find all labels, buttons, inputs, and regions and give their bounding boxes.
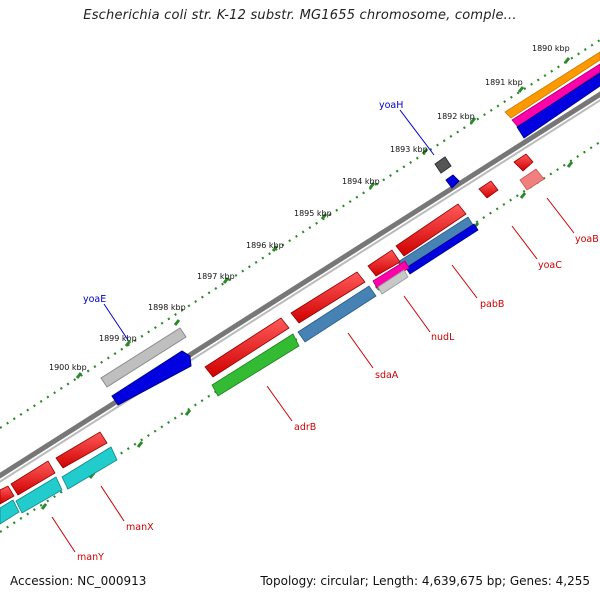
feature-band-blue[interactable]: [516, 72, 600, 139]
gene-label-adrB[interactable]: adrB: [294, 422, 316, 433]
feature-yoaE-gray[interactable]: [100, 327, 187, 388]
feature-pabB-red[interactable]: [395, 203, 467, 257]
feature-yoaE-blue[interactable]: [111, 350, 192, 406]
feature-manX-cyan[interactable]: [61, 446, 118, 490]
accession-text: Accession: NC_000913: [10, 574, 147, 588]
feature-manX-red[interactable]: [55, 431, 108, 469]
gene-label-yoaB[interactable]: yoaB: [575, 234, 599, 245]
feature-band-orange[interactable]: [504, 51, 600, 119]
ruler-label-1891: 1891 kbp: [485, 78, 523, 87]
ruler-dots-upper: [0, 39, 600, 429]
gene-label-nudL[interactable]: nudL: [431, 332, 455, 343]
map-title: Escherichia coli str. K-12 substr. MG165…: [83, 8, 517, 23]
callout-lines: [51, 109, 575, 553]
ruler-label-1898: 1898 kbp: [148, 303, 186, 312]
feature-sdaA-steel[interactable]: [297, 285, 377, 343]
chromosome-backbone: [0, 91, 600, 483]
feature-manY-cyan[interactable]: [15, 476, 63, 514]
ruler-label-1892: 1892 kbp: [437, 112, 475, 121]
feature-sdaA-red[interactable]: [290, 271, 366, 324]
ruler-label-1896: 1896 kbp: [246, 241, 284, 250]
topology-summary: Topology: circular; Length: 4,639,675 bp…: [260, 574, 590, 588]
feature-adrB-red[interactable]: [204, 317, 290, 378]
gene-label-sdaA[interactable]: sdaA: [375, 370, 399, 381]
feature-red-small-1[interactable]: [513, 153, 534, 172]
ruler-label-1899: 1899 kbp: [99, 334, 137, 343]
gene-label-yoaH[interactable]: yoaH: [379, 100, 403, 111]
feature-red-small-2[interactable]: [478, 180, 499, 199]
ruler-label-1897: 1897 kbp: [197, 272, 235, 281]
gene-label-manX[interactable]: manX: [126, 522, 154, 533]
feature-yoaH-blue[interactable]: [445, 174, 460, 189]
feature-adrB-green[interactable]: [211, 333, 300, 397]
gene-label-manY[interactable]: manY: [77, 552, 104, 563]
ruler-ticks-upper: [75, 57, 571, 379]
feature-pabB-blue[interactable]: [405, 223, 479, 275]
feature-edge-cyan[interactable]: [0, 499, 20, 525]
feature-manY-red[interactable]: [10, 460, 56, 496]
feature-yoaH-gray[interactable]: [434, 156, 452, 174]
gene-label-yoaC[interactable]: yoaC: [538, 260, 562, 271]
ruler-label-1895: 1895 kbp: [294, 209, 332, 218]
feature-band-magenta[interactable]: [511, 63, 600, 128]
feature-edge-red[interactable]: [0, 485, 15, 505]
ruler-label-1900: 1900 kbp: [49, 363, 87, 372]
feature-yoaB-pink[interactable]: [519, 168, 545, 191]
feature-nudL-red[interactable]: [367, 249, 401, 277]
feature-nudL-magenta[interactable]: [372, 260, 410, 289]
ruler-label-1893: 1893 kbp: [390, 145, 428, 154]
feature-nudL-gray[interactable]: [377, 269, 409, 295]
gene-label-yoaE[interactable]: yoaE: [83, 294, 106, 305]
ruler-label-1890: 1890 kbp: [532, 44, 570, 53]
ruler-label-1894: 1894 kbp: [342, 177, 380, 186]
ruler-labels: 1890 kbp 1891 kbp 1892 kbp 1893 kbp 1894…: [49, 44, 570, 372]
gene-label-pabB[interactable]: pabB: [480, 299, 504, 310]
